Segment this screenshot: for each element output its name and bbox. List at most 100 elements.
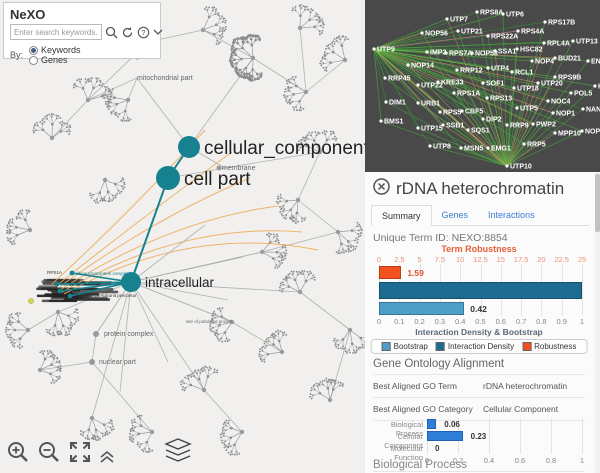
legend-label: Interaction Density [447,342,515,351]
term-label[interactable]: membrane [222,165,256,172]
gene-node-label[interactable]: UTP9 [377,47,395,54]
axis-tick: 1 [579,317,585,326]
term-label[interactable]: RPS1A [47,270,63,275]
gene-node-label[interactable]: NOP58 [475,51,498,58]
gene-node-label[interactable]: RPL4A [547,41,570,48]
svg-text:?: ? [141,28,145,37]
term-node-label[interactable]: cellular_component [204,138,369,159]
tab-genes[interactable]: Genes [441,210,469,220]
gene-node-label[interactable]: UTP20 [541,81,563,88]
term-node[interactable] [178,136,200,158]
gene-node-label[interactable]: UTP15 [421,126,443,133]
gene-node-label[interactable]: PWP2 [536,122,556,129]
gene-node-label[interactable]: SSA1 [498,49,516,56]
gene-node-label[interactable]: ENP1 [591,59,600,66]
gene-node-label[interactable]: UTP13 [576,39,598,46]
tab-summary[interactable]: Summary [371,205,432,226]
gene-node-label[interactable]: HSC82 [520,47,543,54]
gene-node-label[interactable]: SOF1 [486,81,504,88]
gene-node-label[interactable]: POL5 [574,91,592,98]
term-label[interactable]: ribonucleoprotein complex [76,271,130,276]
gene-node-label[interactable]: MSN5 [464,146,484,153]
gene-node-label[interactable]: EMG1 [491,146,511,153]
gene-node-label[interactable]: UTP6 [506,12,524,19]
gene-node-label[interactable]: NOP56 [425,31,448,38]
gene-node-label[interactable]: SQS1 [471,128,490,135]
term-label[interactable]: ribosomal subunit [61,282,98,287]
radio-keywords[interactable]: Keywords [29,45,81,55]
tab-interactions[interactable]: Interactions [488,210,535,220]
radio-genes[interactable]: Genes [29,55,81,65]
gene-node-label[interactable]: CBF5 [465,109,483,116]
scrollbar-thumb[interactable] [595,174,600,232]
gene-node-label[interactable]: RRP5 [527,142,546,149]
term-label[interactable]: protein complex [104,331,154,338]
gene-node-label[interactable]: BUD21 [558,56,581,63]
term-label[interactable]: mitochondrial part [137,75,193,82]
gene-node-label[interactable]: NOP6 [585,129,600,136]
gene-node-label[interactable]: NOP14 [411,63,434,70]
collapse-icon[interactable] [99,448,115,464]
gene-node-label[interactable]: UTP10 [510,164,532,171]
radio-circle-icon[interactable] [29,45,39,55]
term-node[interactable] [156,166,180,190]
term-label[interactable]: ribosomal subunit precursor [80,293,137,298]
zoom-in-icon[interactable] [6,440,30,464]
layers-icon[interactable] [164,438,192,464]
close-icon[interactable] [373,178,390,200]
gene-node-label[interactable]: KRR1 [598,84,600,91]
gene-node-label[interactable]: RPS1A [457,91,480,98]
gene-node-label[interactable]: RPS22A [491,34,518,41]
gene-node-label[interactable]: UTP22 [421,83,443,90]
gene-node-label[interactable]: RPS5 [443,110,461,117]
term-node-label[interactable]: cell part [184,169,251,190]
gene-node-label[interactable]: NOP1 [556,111,575,118]
legend-item-bootstrap[interactable]: Bootstrap [381,342,428,351]
fit-screen-icon[interactable] [68,440,92,464]
gene-node-label[interactable]: RRP45 [388,76,411,83]
search-icon[interactable] [105,26,118,39]
term-node-label[interactable]: intracellular [145,275,215,290]
gene-node-label[interactable]: RRP12 [460,68,483,75]
gene-node-label[interactable]: UTP5 [520,106,538,113]
gene-node-label[interactable]: UTP21 [461,29,483,36]
gene-node-label[interactable]: RPS17B [548,20,575,27]
gene-node-label[interactable]: UTP7 [450,17,468,24]
legend-item-robustness[interactable]: Robustness [522,342,576,351]
gene-node-label[interactable]: RPS4A [521,29,544,36]
gene-node-label[interactable]: UTP18 [517,86,539,93]
gene-node-label[interactable]: UTP8 [433,144,451,151]
term-node[interactable] [121,272,141,292]
gene-node-label[interactable]: IMP3 [430,50,446,57]
gene-node-label[interactable]: MPP10 [558,131,581,138]
gene-node-label[interactable]: RRP9 [510,123,529,130]
gene-node-label[interactable]: RCL1 [515,70,533,77]
gene-network-panel[interactable]: UTP9 UTP10 RPS8A UTP6 RPS17B UTP7 NOP56 UTP21 RP… [365,0,600,172]
gene-node-label[interactable]: NAN1 [586,107,600,114]
legend-item-interaction-density[interactable]: Interaction Density [435,342,515,351]
gene-node-label[interactable]: UTP4 [491,66,509,73]
gene-node-label[interactable]: NOP4 [535,59,554,66]
gene-node-label[interactable]: KRE33 [441,80,464,87]
chevron-down-icon[interactable] [153,27,163,37]
gene-node-label[interactable]: RPS13 [490,96,512,103]
scrollbar[interactable] [595,172,600,473]
gene-node-label[interactable]: RPS7A [449,51,472,58]
term-label[interactable]: nuclear part [99,359,136,366]
gene-node-label[interactable]: RPS9B [558,75,581,82]
gene-node-label[interactable]: SSB1 [446,123,464,130]
zoom-out-icon[interactable] [37,440,61,464]
gene-node-label[interactable]: RPS8A [480,10,503,17]
gene-node-label[interactable]: NOC4 [551,99,571,106]
gene-node-label[interactable]: BMS1 [384,119,404,126]
radio-circle-icon[interactable] [29,55,39,65]
gene-node-label[interactable]: DIP2 [486,117,502,124]
term-label[interactable]: site of polarized growth [186,319,233,324]
search-input[interactable] [10,24,102,40]
gene-node-label[interactable]: URB1 [421,101,440,108]
help-icon[interactable]: ? [137,26,150,39]
gene-node-label[interactable]: DIM1 [389,100,406,107]
refresh-icon[interactable] [121,26,134,39]
